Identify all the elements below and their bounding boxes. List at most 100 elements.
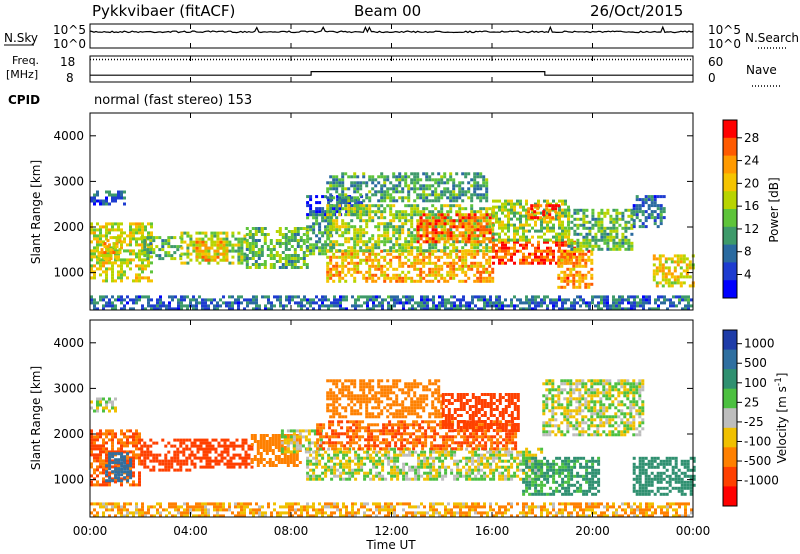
heatmap-cell (549, 220, 552, 224)
heatmap-cell (198, 237, 202, 241)
heatmap-cell (471, 301, 474, 305)
heatmap-cell (269, 248, 273, 251)
heatmap-cell (339, 298, 342, 302)
heatmap-cell (650, 198, 654, 202)
heatmap-cell (461, 267, 465, 271)
heatmap-cell (297, 295, 300, 299)
heatmap-cell (309, 474, 313, 478)
heatmap-cell (345, 459, 349, 463)
heatmap-cell (111, 193, 114, 197)
heatmap-cell (434, 276, 438, 280)
heatmap-cell (504, 261, 507, 265)
heatmap-cell (344, 255, 348, 259)
heatmap-cell (522, 208, 525, 212)
heatmap-cell (363, 301, 366, 305)
heatmap-cell (99, 202, 102, 206)
heatmap-cell (353, 279, 357, 283)
heatmap-cell (419, 196, 423, 200)
heatmap-cell (452, 199, 456, 203)
heatmap-cell (682, 269, 686, 273)
heatmap-cell (398, 216, 402, 220)
heatmap-cell (371, 249, 375, 253)
heatmap-cell (443, 252, 447, 256)
heatmap-cell (105, 464, 109, 468)
heatmap-cell (339, 307, 342, 311)
heatmap-cell (260, 233, 264, 236)
heatmap-cell (147, 261, 150, 265)
heatmap-cell (437, 258, 441, 262)
heatmap-cell (422, 225, 426, 229)
heatmap-cell (216, 252, 220, 256)
heatmap-cell (284, 236, 288, 239)
heatmap-cell (482, 252, 486, 256)
heatmap-cell (108, 298, 111, 302)
heatmap-cell (102, 459, 105, 463)
heatmap-cell (600, 235, 604, 239)
heatmap-cell (676, 281, 680, 285)
heatmap-cell (670, 275, 674, 279)
heatmap-cell (398, 246, 402, 250)
heatmap-cell (289, 452, 293, 455)
heatmap-cell (196, 447, 200, 451)
heatmap-cell (229, 459, 233, 463)
heatmap-cell (138, 276, 141, 280)
heatmap-cell (396, 298, 399, 302)
heatmap-cell (455, 225, 459, 229)
heatmap-cell (362, 228, 366, 232)
heatmap-cell (213, 304, 216, 308)
heatmap-cell (315, 459, 319, 463)
heatmap-cell (597, 223, 601, 227)
heatmap-cell (461, 231, 465, 235)
heatmap-cell (630, 208, 634, 212)
heatmap-cell (129, 468, 132, 472)
heatmap-cell (473, 193, 477, 197)
heatmap-cell (219, 298, 222, 302)
heatmap-cell (642, 307, 645, 311)
nave-label: Nave (746, 63, 777, 77)
heatmap-cell (102, 279, 105, 283)
heatmap-cell (105, 228, 108, 232)
heatmap-cell (419, 276, 423, 280)
heatmap-cell (335, 255, 339, 259)
heatmap-cell (120, 432, 123, 436)
heatmap-cell (378, 471, 382, 475)
heatmap-cell (582, 301, 585, 305)
heatmap-cell (108, 231, 111, 235)
heatmap-cell (641, 225, 645, 229)
heatmap-cell (342, 456, 346, 460)
heatmap-cell (118, 248, 122, 252)
heatmap-cell (353, 213, 357, 217)
heatmap-cell (473, 237, 477, 241)
heatmap-cell (129, 228, 132, 232)
heatmap-cell (190, 450, 194, 454)
heatmap-cell (96, 483, 99, 487)
heatmap-cell (612, 235, 616, 239)
nave-right-tick-bottom: 0 (708, 71, 716, 85)
heatmap-cell (306, 301, 309, 305)
heatmap-cell (405, 453, 409, 457)
heatmap-cell (327, 228, 331, 232)
heatmap-cell (507, 226, 510, 230)
heatmap-cell (513, 226, 516, 230)
heatmap-cell (440, 178, 444, 182)
heatmap-cell (348, 468, 352, 472)
heatmap-cell (359, 225, 363, 229)
heatmap-cell (670, 257, 674, 261)
heatmap-cell (465, 307, 468, 311)
heatmap-cell (591, 244, 595, 248)
heatmap-cell (277, 437, 281, 440)
heatmap-cell (488, 276, 492, 280)
heatmap-cell (522, 255, 525, 259)
heatmap-cell (120, 455, 124, 459)
heatmap-cell (664, 260, 668, 264)
heatmap-cell (428, 225, 432, 229)
heatmap-cell (374, 246, 378, 250)
heatmap-cell (458, 193, 462, 197)
heatmap-cell (268, 464, 272, 467)
heatmap-cell (360, 462, 364, 466)
heatmap-cell (558, 208, 561, 212)
heatmap-cell (183, 298, 186, 302)
heatmap-cell (449, 210, 453, 214)
heatmap-cell (315, 222, 319, 226)
heatmap-cell (277, 434, 281, 437)
